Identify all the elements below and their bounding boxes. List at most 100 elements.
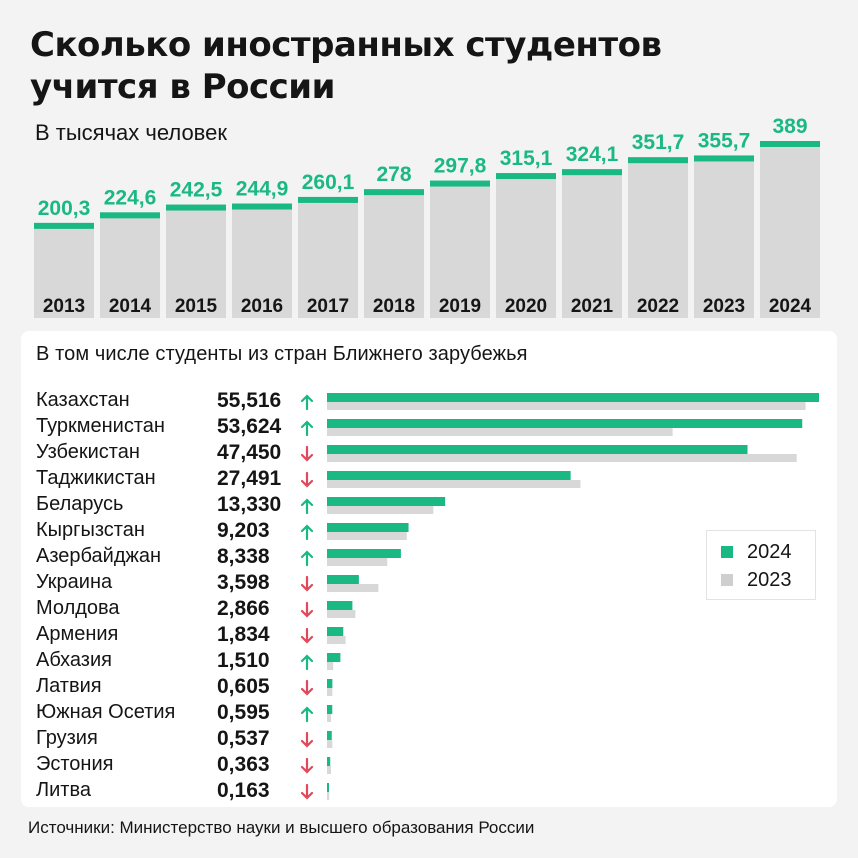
bar-2023 <box>327 740 333 748</box>
country-value: 3,598 <box>217 571 270 594</box>
country-label: Эстония <box>36 753 113 775</box>
bar-2023 <box>327 636 346 644</box>
year-bar-2020 <box>496 173 556 318</box>
bar-2024 <box>327 705 333 714</box>
year-bar-2015 <box>166 204 226 318</box>
bar-2024 <box>327 471 571 480</box>
trend-down-icon <box>300 575 314 592</box>
year-bar-2022 <box>628 157 688 318</box>
country-label: Южная Осетия <box>36 701 175 723</box>
legend: 2024 2023 <box>706 530 816 600</box>
bar-2024 <box>327 731 332 740</box>
bar-2023 <box>327 688 333 696</box>
country-value: 0,163 <box>217 779 270 802</box>
legend-item-2024: 2024 <box>721 541 792 563</box>
year-value-label: 389 <box>772 115 807 138</box>
country-label: Абхазия <box>36 649 112 671</box>
bar-2023 <box>327 766 331 774</box>
bar-2024 <box>327 601 353 610</box>
year-tick-label: 2016 <box>241 296 283 317</box>
country-label: Казахстан <box>36 389 130 411</box>
year-bar-cap-2013 <box>34 222 94 229</box>
year-tick-label: 2021 <box>571 296 614 317</box>
country-value: 27,491 <box>217 467 282 490</box>
country-value: 0,605 <box>217 675 270 698</box>
bar-2023 <box>327 402 806 410</box>
year-value-label: 242,5 <box>170 179 223 202</box>
yearly-bar-chart: 200,3 2013 224,6 2014 242,5 2015 244,9 2016 260,… <box>34 115 820 318</box>
year-bar-2013 <box>34 222 94 318</box>
bar-2023 <box>327 480 581 488</box>
country-value: 1,834 <box>217 623 270 646</box>
country-label: Украина <box>36 571 113 593</box>
country-label: Беларусь <box>36 493 123 515</box>
trend-down-icon <box>300 601 314 618</box>
legend-swatch-2023 <box>721 574 733 586</box>
trend-up-icon <box>300 420 314 437</box>
year-value-label: 315,1 <box>500 147 553 170</box>
legend-item-2023: 2023 <box>721 569 792 591</box>
trend-up-icon <box>300 498 314 515</box>
country-label: Литва <box>36 779 92 801</box>
year-tick-label: 2014 <box>109 296 152 317</box>
bar-2024 <box>327 419 803 428</box>
year-bar-2021 <box>562 169 622 318</box>
country-value: 13,330 <box>217 493 281 516</box>
year-bar-cap-2021 <box>562 169 622 176</box>
country-label: Молдова <box>36 597 120 619</box>
bar-2024 <box>327 757 331 766</box>
trend-up-icon <box>300 524 314 541</box>
bar-2024 <box>327 575 359 584</box>
year-bar-cap-2014 <box>100 212 160 219</box>
country-value: 0,537 <box>217 727 270 750</box>
bar-2024 <box>327 627 344 636</box>
bar-2023 <box>327 506 434 514</box>
year-bar-cap-2022 <box>628 157 688 164</box>
bar-2024 <box>327 679 333 688</box>
bar-2024 <box>327 653 341 662</box>
year-bar-2024 <box>760 141 820 318</box>
trend-down-icon <box>300 471 314 488</box>
trend-up-icon <box>300 654 314 671</box>
trend-down-icon <box>300 731 314 748</box>
country-label: Грузия <box>36 727 98 749</box>
country-value: 53,624 <box>217 415 282 438</box>
country-value: 8,338 <box>217 545 270 568</box>
bar-2023 <box>327 662 334 670</box>
year-tick-label: 2023 <box>703 296 745 317</box>
trend-down-icon <box>300 627 314 644</box>
country-value: 0,595 <box>217 701 270 724</box>
bar-2024 <box>327 783 329 792</box>
bar-2023 <box>327 454 797 462</box>
chart-subtitle: В тысячах человек <box>35 120 227 145</box>
year-bar-cap-2017 <box>298 196 358 203</box>
year-tick-label: 2024 <box>769 296 812 317</box>
bar-2024 <box>327 497 446 506</box>
panel-title: В том числе студенты из стран Ближнего з… <box>36 343 528 365</box>
bar-2023 <box>327 558 388 566</box>
country-label: Армения <box>36 623 118 645</box>
bar-2024 <box>327 523 409 532</box>
year-bar-2019 <box>430 180 490 318</box>
trend-down-icon <box>300 679 314 696</box>
country-label: Туркменистан <box>36 415 165 437</box>
year-value-label: 355,7 <box>698 129 751 152</box>
year-bar-2016 <box>232 203 292 318</box>
year-bar-2017 <box>298 196 358 318</box>
year-value-label: 278 <box>376 163 411 186</box>
year-tick-label: 2018 <box>373 296 415 317</box>
bar-2023 <box>327 610 356 618</box>
trend-down-icon <box>300 783 314 800</box>
year-bar-2023 <box>694 155 754 318</box>
year-value-label: 244,9 <box>236 178 289 201</box>
country-label: Кыргызстан <box>36 519 145 541</box>
trend-up-icon <box>300 706 314 723</box>
trend-up-icon <box>300 550 314 567</box>
legend-label-2024: 2024 <box>747 540 792 563</box>
bar-2023 <box>327 792 330 800</box>
year-bar-cap-2016 <box>232 203 292 210</box>
bar-2024 <box>327 549 401 558</box>
year-tick-label: 2013 <box>43 296 85 317</box>
trend-up-icon <box>300 394 314 411</box>
country-label: Таджикистан <box>36 467 156 489</box>
